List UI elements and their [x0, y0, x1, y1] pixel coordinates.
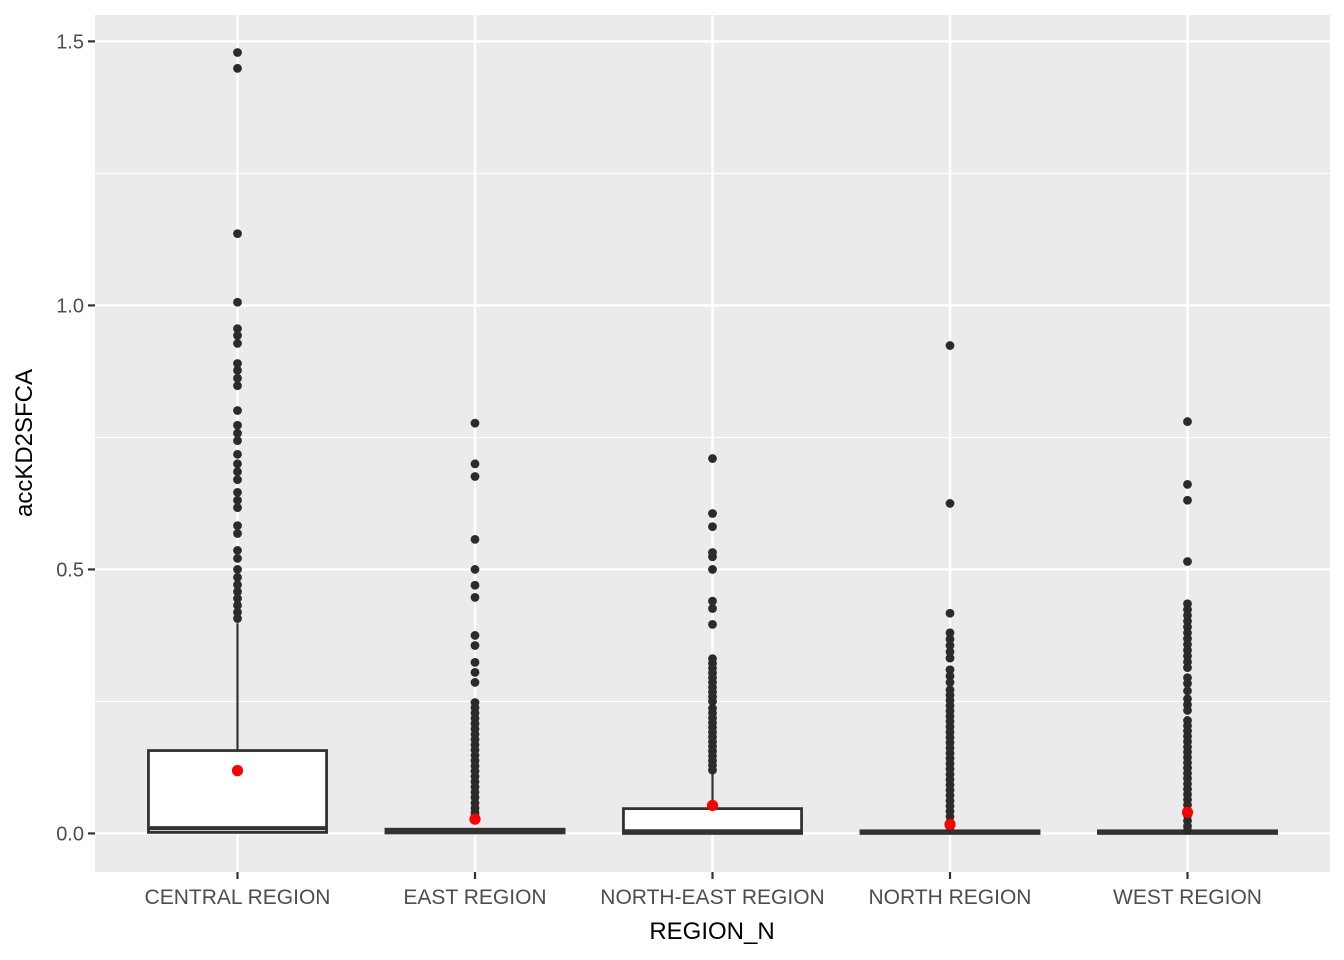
y-tick-label: 1.0 [56, 295, 84, 317]
outlier-dot [945, 634, 955, 644]
outlier-dot [233, 503, 242, 513]
outlier-dot [945, 671, 955, 681]
outlier-dot [233, 48, 242, 57]
outlier-dot [233, 359, 242, 368]
outlier-dot [470, 593, 480, 602]
outlier-dot [233, 565, 242, 574]
outlier-dot [233, 63, 242, 73]
outlier-dot [945, 628, 955, 638]
outlier-dot [233, 553, 242, 563]
x-tick-label: WEST REGION [1113, 886, 1262, 909]
outlier-dot [1183, 480, 1192, 489]
outlier-dot [708, 697, 717, 706]
outlier-dot [233, 587, 242, 597]
outlier-dot [945, 499, 955, 508]
outlier-dot [945, 678, 955, 687]
mean-dot-central-region [231, 765, 244, 777]
x-tick-label: NORTH-EAST REGION [600, 886, 824, 909]
outlier-dot [233, 406, 242, 415]
outlier-dot [470, 459, 480, 469]
outlier-dot [945, 653, 955, 663]
outlier-dot [470, 565, 480, 574]
outlier-dot [470, 641, 480, 650]
outlier-dot [708, 509, 717, 518]
outlier-dot [1183, 679, 1192, 688]
outlier-dot [1183, 417, 1192, 426]
outlier-dot [233, 324, 242, 334]
x-tick-label: NORTH REGION [869, 886, 1032, 909]
outlier-dot [470, 631, 480, 640]
outlier-dot [945, 608, 955, 618]
outlier-dot [233, 487, 242, 497]
outlier-dot [233, 436, 242, 445]
outlier-dot [233, 529, 242, 538]
outlier-dot [233, 339, 242, 348]
outlier-dot [708, 565, 717, 574]
outlier-dot [708, 552, 717, 562]
outlier-dot [233, 365, 242, 375]
outlier-dot [708, 604, 717, 613]
outlier-dot [708, 765, 717, 775]
outlier-dot [945, 341, 955, 350]
outlier-dot [470, 678, 480, 687]
outlier-dot [233, 475, 242, 485]
outlier-dot [708, 619, 717, 629]
outlier-dot [233, 495, 242, 505]
outlier-dot [470, 472, 480, 481]
outlier-dot [1183, 663, 1192, 673]
outlier-dot [233, 381, 242, 391]
outlier-dot [233, 614, 242, 623]
outlier-dot [233, 229, 242, 239]
outlier-dot [233, 428, 242, 438]
outlier-dot [233, 420, 242, 430]
outlier-dot [945, 641, 955, 650]
mean-dot-west-region [1181, 806, 1194, 818]
outlier-dot [233, 607, 242, 617]
outlier-dot [233, 546, 242, 555]
outlier-dot [233, 467, 242, 477]
mean-dot-north-region [944, 818, 956, 831]
outlier-dot [470, 534, 480, 544]
outlier-dot [708, 596, 717, 606]
outlier-dot [233, 594, 242, 603]
outlier-dot [1183, 495, 1192, 505]
outlier-dot [233, 449, 242, 459]
outlier-dot [1183, 825, 1192, 835]
x-axis-title: REGION_N [649, 918, 774, 945]
outlier-dot [233, 459, 242, 469]
outlier-dot [708, 522, 717, 532]
outlier-dot [233, 297, 242, 307]
outlier-dot [470, 657, 480, 667]
outlier-dot [233, 600, 242, 610]
outlier-dot [233, 373, 242, 383]
outlier-dot [945, 665, 955, 675]
outlier-dot [233, 580, 242, 590]
y-tick-label: 0.0 [56, 823, 84, 845]
x-tick-label: EAST REGION [403, 886, 546, 909]
outlier-dot [1183, 557, 1192, 566]
box-central-region [147, 749, 328, 834]
outlier-dot [470, 418, 480, 428]
outlier-dot [1183, 686, 1192, 696]
outlier-dot [470, 668, 480, 677]
outlier-dot [708, 454, 717, 463]
x-tick-label: CENTRAL REGION [145, 886, 331, 909]
outlier-dot [945, 647, 955, 657]
y-axis-title: accKD2SFCA [11, 369, 38, 517]
outlier-dot [1183, 706, 1192, 715]
y-tick-label: 0.5 [56, 559, 84, 581]
outlier-dot [233, 572, 242, 582]
mean-dot-east-region [469, 813, 481, 825]
mean-dot-north-east-region [706, 799, 719, 812]
y-tick-label: 1.5 [56, 31, 84, 53]
outlier-dot [233, 331, 242, 340]
outlier-dot [233, 521, 242, 531]
outlier-dot [470, 580, 480, 590]
